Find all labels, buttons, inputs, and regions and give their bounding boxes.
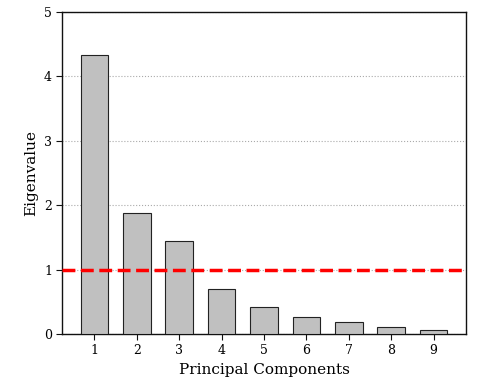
Bar — [335, 322, 362, 334]
Bar — [166, 240, 193, 334]
Bar — [123, 213, 151, 334]
X-axis label: Principal Components: Principal Components — [179, 363, 349, 377]
Bar — [293, 317, 320, 334]
Bar — [420, 329, 447, 334]
Y-axis label: Eigenvalue: Eigenvalue — [24, 130, 38, 216]
Bar — [377, 327, 405, 334]
Bar — [208, 289, 235, 334]
Bar — [250, 307, 278, 334]
Bar — [81, 55, 108, 334]
